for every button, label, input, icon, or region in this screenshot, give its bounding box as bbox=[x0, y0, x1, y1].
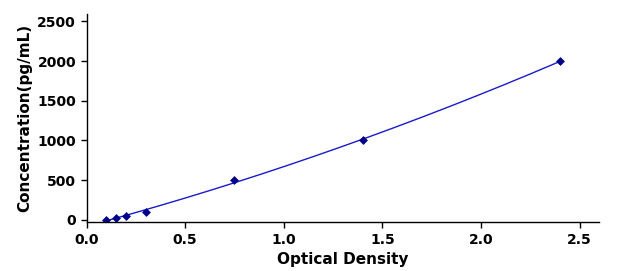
Point bbox=[358, 138, 368, 143]
Point bbox=[101, 218, 111, 222]
Point bbox=[229, 178, 239, 182]
Point bbox=[555, 59, 565, 63]
Point bbox=[141, 210, 151, 214]
Point bbox=[121, 214, 131, 218]
X-axis label: Optical Density: Optical Density bbox=[277, 252, 408, 267]
Point bbox=[111, 216, 121, 220]
Y-axis label: Concentration(pg/mL): Concentration(pg/mL) bbox=[17, 24, 32, 212]
